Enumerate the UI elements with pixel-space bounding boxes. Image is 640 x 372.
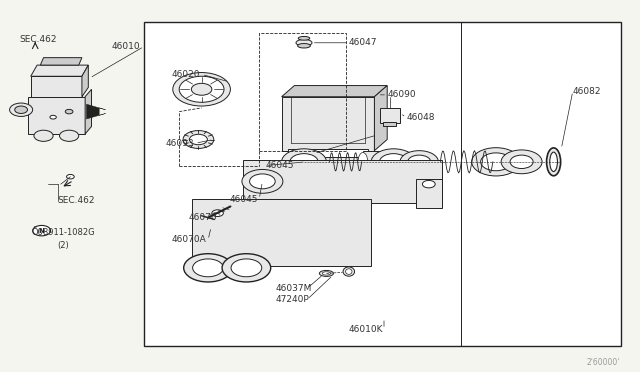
Ellipse shape bbox=[358, 153, 367, 171]
Circle shape bbox=[60, 130, 79, 141]
Polygon shape bbox=[85, 89, 92, 134]
Circle shape bbox=[400, 151, 438, 173]
Ellipse shape bbox=[346, 269, 352, 275]
Text: 46093: 46093 bbox=[165, 139, 194, 148]
Circle shape bbox=[15, 106, 28, 113]
Ellipse shape bbox=[298, 44, 310, 48]
Circle shape bbox=[191, 83, 212, 95]
Circle shape bbox=[183, 131, 214, 148]
Circle shape bbox=[67, 174, 74, 179]
Bar bbox=[383, 122, 396, 126]
Text: 2'60000': 2'60000' bbox=[586, 358, 620, 367]
Text: (2): (2) bbox=[58, 241, 69, 250]
Text: 46010K: 46010K bbox=[349, 325, 383, 334]
Text: Õ08911-1082G: Õ08911-1082G bbox=[32, 228, 95, 237]
Polygon shape bbox=[416, 179, 442, 208]
Polygon shape bbox=[31, 76, 82, 97]
Ellipse shape bbox=[547, 148, 561, 176]
Circle shape bbox=[481, 153, 511, 171]
Circle shape bbox=[184, 254, 232, 282]
Text: 46070: 46070 bbox=[189, 213, 218, 222]
Ellipse shape bbox=[296, 39, 312, 46]
Text: N: N bbox=[38, 228, 45, 234]
Circle shape bbox=[422, 180, 435, 188]
Bar bbox=[192, 199, 371, 266]
Text: 46070A: 46070A bbox=[172, 235, 206, 244]
Text: 46090: 46090 bbox=[387, 90, 416, 99]
Circle shape bbox=[231, 259, 262, 277]
Text: SEC.462: SEC.462 bbox=[19, 35, 57, 44]
Bar bbox=[243, 160, 442, 203]
Circle shape bbox=[222, 254, 271, 282]
Circle shape bbox=[408, 155, 431, 169]
Circle shape bbox=[380, 154, 408, 170]
Circle shape bbox=[65, 109, 73, 114]
Circle shape bbox=[173, 73, 230, 106]
Ellipse shape bbox=[319, 270, 333, 276]
Ellipse shape bbox=[298, 36, 310, 40]
Circle shape bbox=[34, 130, 53, 141]
Polygon shape bbox=[282, 86, 387, 97]
Bar bbox=[288, 149, 368, 158]
Text: 46048: 46048 bbox=[406, 113, 435, 122]
Circle shape bbox=[282, 149, 326, 175]
Circle shape bbox=[193, 259, 223, 277]
Polygon shape bbox=[28, 97, 85, 134]
Circle shape bbox=[501, 150, 542, 174]
Text: 46045: 46045 bbox=[266, 161, 294, 170]
Polygon shape bbox=[86, 104, 106, 119]
Bar bbox=[282, 97, 374, 151]
Circle shape bbox=[510, 155, 533, 169]
Text: 47240P: 47240P bbox=[275, 295, 309, 304]
Circle shape bbox=[242, 169, 283, 193]
Circle shape bbox=[212, 210, 223, 217]
Circle shape bbox=[179, 76, 224, 102]
Polygon shape bbox=[40, 58, 82, 65]
Ellipse shape bbox=[322, 272, 331, 275]
Circle shape bbox=[250, 174, 275, 189]
Bar bbox=[144, 22, 621, 346]
Polygon shape bbox=[82, 65, 88, 97]
Circle shape bbox=[189, 134, 207, 145]
Bar bbox=[380, 108, 400, 123]
Text: 46020: 46020 bbox=[172, 70, 200, 79]
Circle shape bbox=[33, 225, 51, 236]
Circle shape bbox=[472, 148, 520, 176]
Bar bbox=[294, 157, 362, 167]
Circle shape bbox=[371, 149, 416, 175]
Text: 46037M: 46037M bbox=[275, 284, 312, 293]
Text: 46082: 46082 bbox=[573, 87, 602, 96]
Text: 46010: 46010 bbox=[112, 42, 141, 51]
Polygon shape bbox=[374, 86, 387, 151]
Bar bbox=[363, 151, 388, 173]
Text: 46047: 46047 bbox=[349, 38, 378, 47]
Circle shape bbox=[290, 154, 318, 170]
Polygon shape bbox=[31, 65, 88, 76]
Text: 46045: 46045 bbox=[229, 195, 258, 203]
Ellipse shape bbox=[550, 152, 557, 171]
Circle shape bbox=[10, 103, 33, 116]
Ellipse shape bbox=[343, 267, 355, 276]
Circle shape bbox=[50, 115, 56, 119]
Text: SEC.462: SEC.462 bbox=[58, 196, 95, 205]
